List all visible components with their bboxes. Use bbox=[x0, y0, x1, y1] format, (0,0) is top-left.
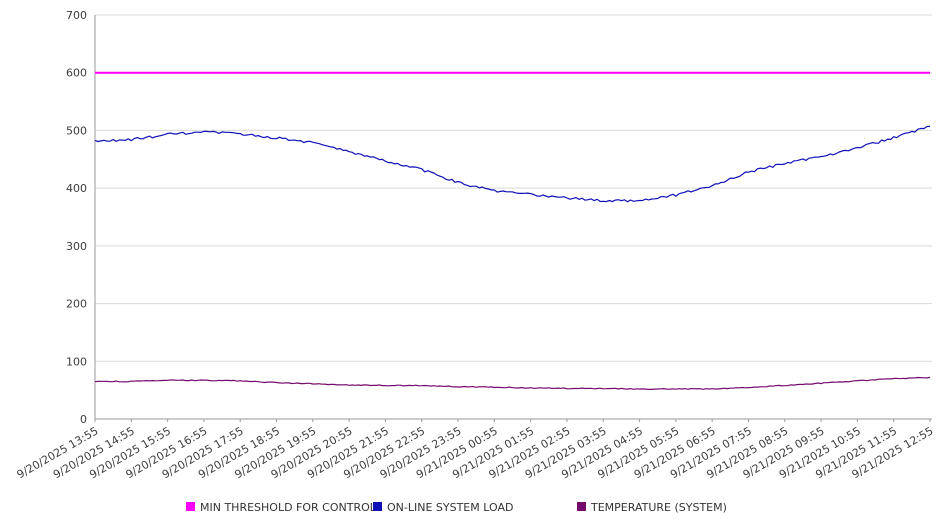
y-axis-tick-label: 0 bbox=[80, 413, 87, 426]
legend-swatch-0 bbox=[186, 502, 195, 511]
y-axis-tick-label: 400 bbox=[66, 182, 87, 195]
legend-swatch-2 bbox=[577, 502, 586, 511]
y-axis-tick-label: 600 bbox=[66, 67, 87, 80]
y-axis-tick-label: 100 bbox=[66, 355, 87, 368]
y-axis-tick-label: 200 bbox=[66, 298, 87, 311]
series-line-2 bbox=[94, 376, 931, 390]
series-line-1 bbox=[94, 125, 931, 203]
legend-swatch-1 bbox=[373, 502, 382, 511]
legend-label-0: MIN THRESHOLD FOR CONTROL bbox=[200, 501, 377, 514]
legend-label-2: TEMPERATURE (SYSTEM) bbox=[590, 501, 727, 514]
legend-label-1: ON-LINE SYSTEM LOAD bbox=[387, 501, 513, 514]
y-axis-tick-label: 700 bbox=[66, 9, 87, 22]
y-axis-tick-label: 500 bbox=[66, 124, 87, 137]
y-axis-tick-label: 300 bbox=[66, 240, 87, 253]
